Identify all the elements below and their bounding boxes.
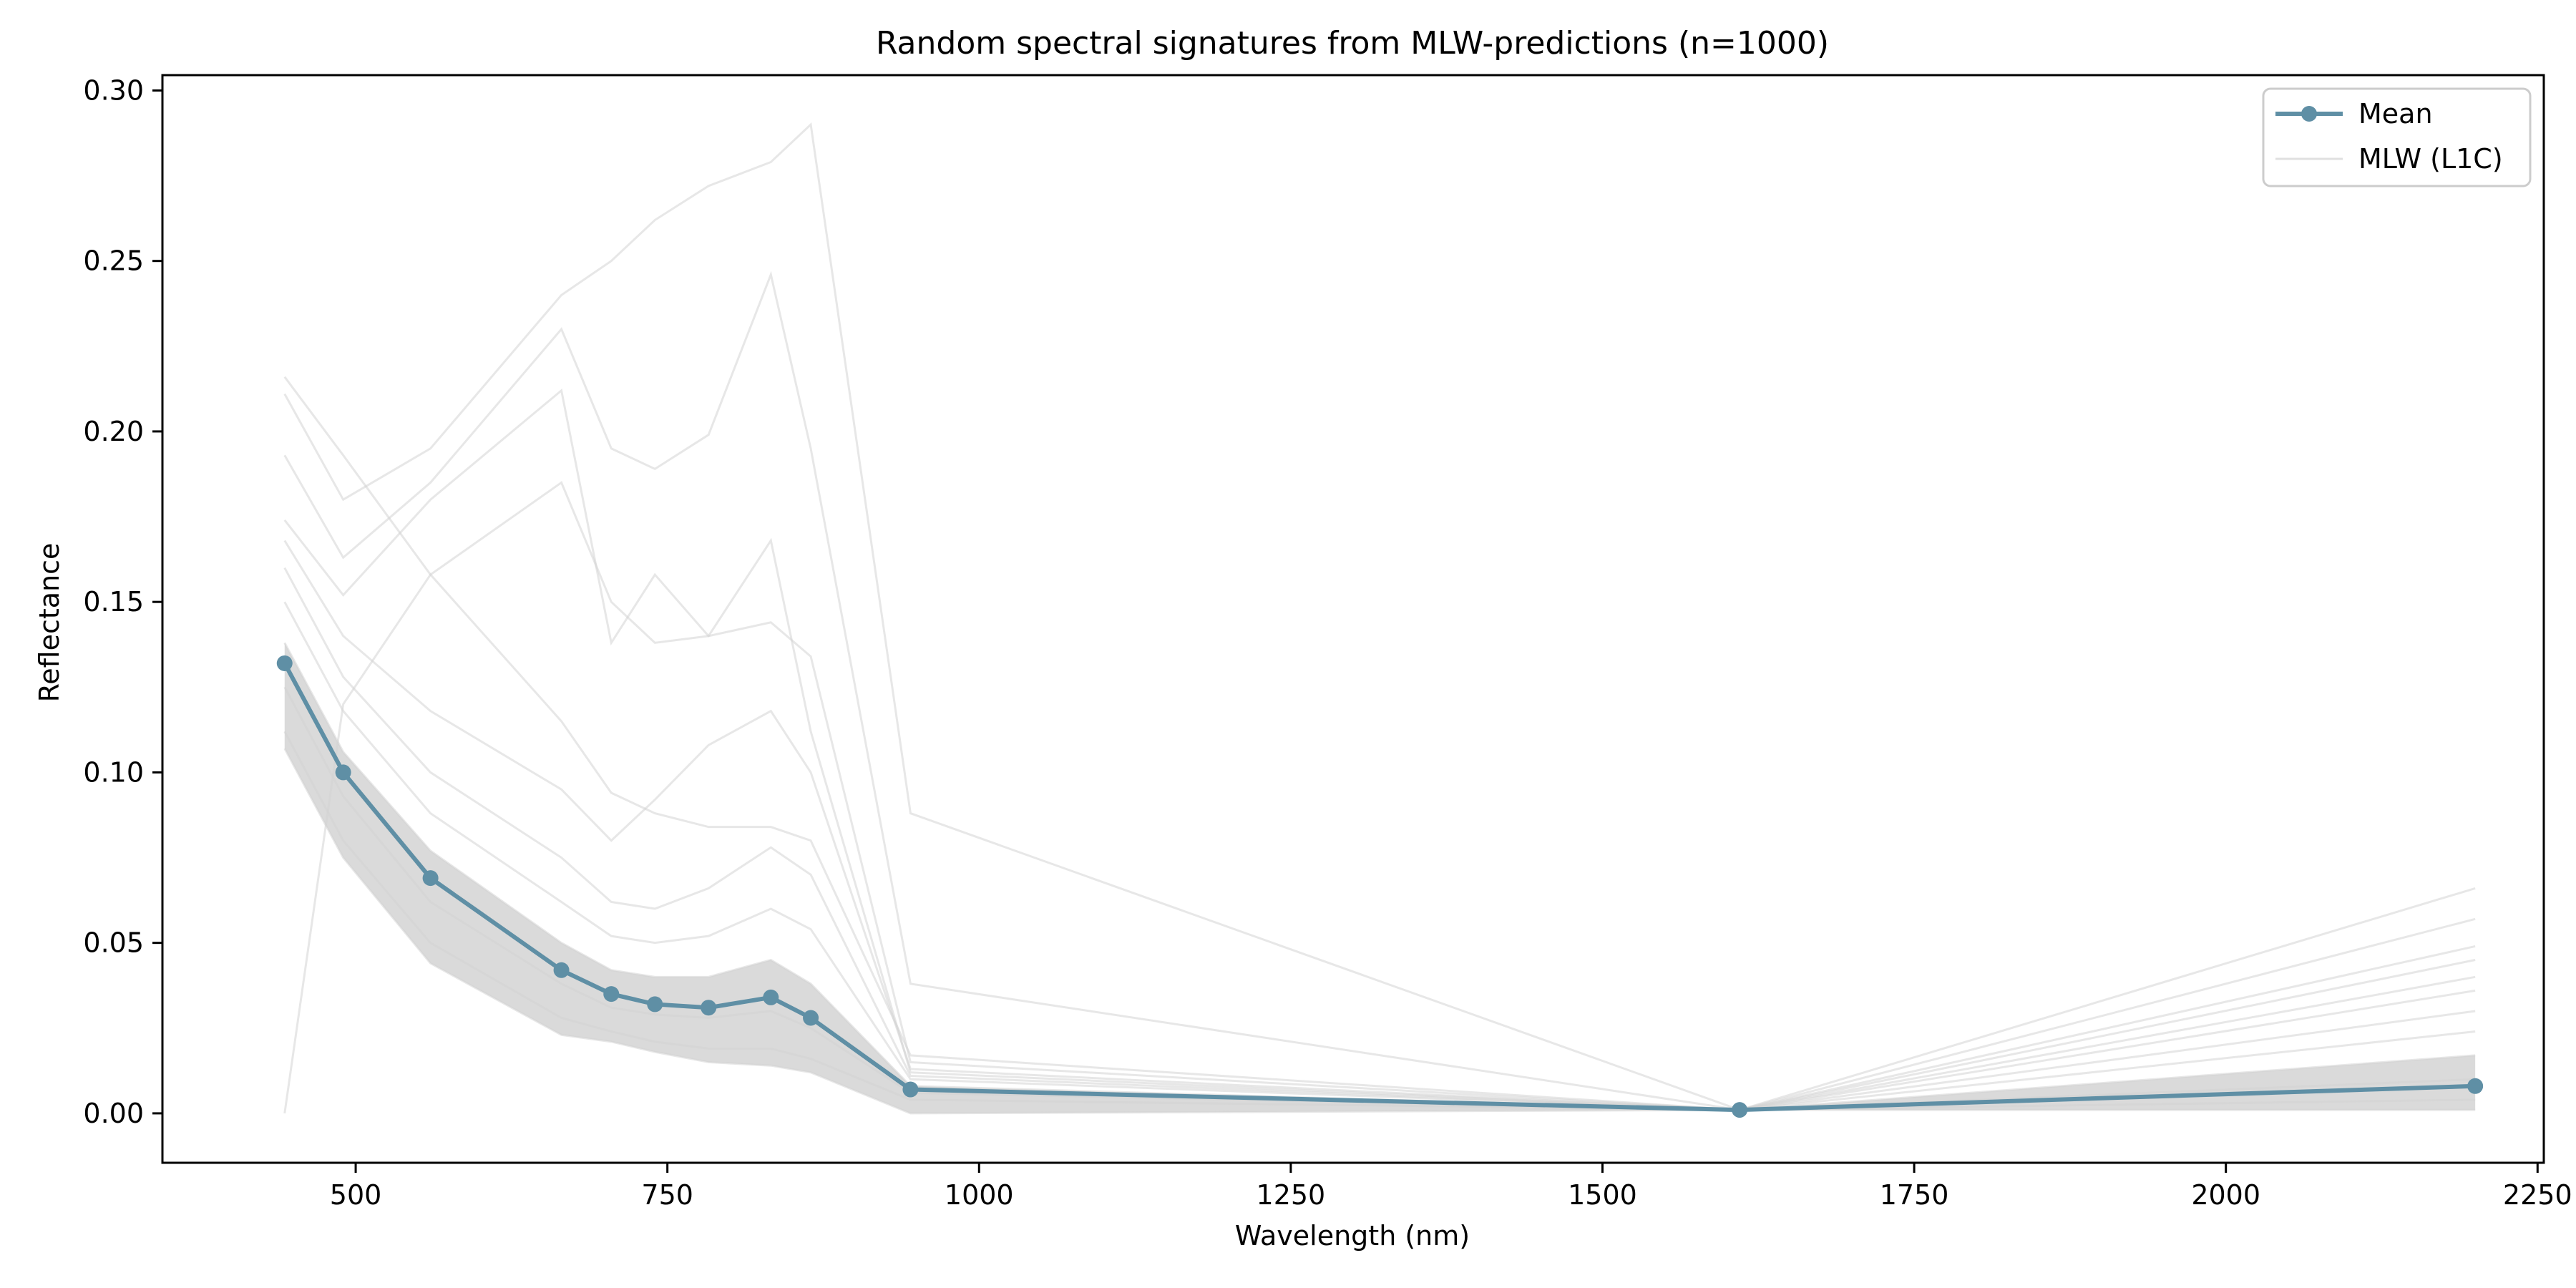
y-axis-label: Reflectance: [34, 543, 65, 703]
mean-point: [603, 986, 620, 1002]
legend: Mean MLW (L1C): [2262, 87, 2532, 187]
y-tick-label: 0.20: [83, 416, 144, 447]
x-tick-label: 2000: [2191, 1179, 2260, 1211]
y-tick-label: 0.25: [83, 245, 144, 277]
mean-point: [763, 989, 779, 1005]
y-tick-label: 0.00: [83, 1098, 144, 1129]
legend-mean-marker: [2301, 106, 2317, 122]
x-tick-label: 500: [330, 1179, 382, 1211]
mean-point: [335, 764, 351, 781]
mean-point: [2467, 1078, 2484, 1094]
sample-lines: [283, 122, 2476, 1115]
sample-line: [283, 388, 2476, 1111]
mean-series: [276, 655, 2484, 1118]
mean-point: [701, 1000, 717, 1016]
sample-line: [283, 481, 2476, 1114]
sample-line: [283, 748, 2476, 1115]
y-tick-label: 0.30: [83, 74, 144, 106]
y-tick-label: 0.05: [83, 927, 144, 959]
mean-point: [553, 962, 570, 978]
mean-point: [1732, 1102, 1748, 1118]
x-tick-label: 1500: [1568, 1179, 1637, 1211]
mean-point: [422, 870, 439, 887]
sample-line: [283, 642, 2476, 1111]
sample-line: [283, 731, 2476, 1111]
legend-mean-label: Mean: [2358, 98, 2433, 130]
x-tick-label: 2250: [2503, 1179, 2572, 1211]
x-tick-label: 1250: [1257, 1179, 1326, 1211]
mean-point: [803, 1010, 819, 1026]
sample-line: [283, 567, 2476, 1111]
mean-point: [902, 1081, 919, 1098]
mean-line: [283, 662, 2476, 1113]
sample-line: [283, 270, 2476, 1111]
plot-frame: [161, 74, 2545, 1164]
x-tick-label: 1000: [945, 1179, 1014, 1211]
sample-line: [283, 122, 2476, 1111]
x-tick-label: 1750: [1880, 1179, 1949, 1211]
chart-title: Random spectral signatures from MLW-pred…: [876, 25, 1829, 62]
y-axis-ticks: 0.00 0.05 0.10 0.15 0.20 0.25 0.30: [83, 74, 162, 1129]
mean-point: [647, 996, 663, 1013]
sample-line: [283, 601, 2476, 1111]
x-axis-label: Wavelength (nm): [1235, 1220, 1470, 1252]
x-axis-ticks: 500 750 1000 1250 1500 1750 2000 2250: [330, 1163, 2572, 1211]
y-tick-label: 0.10: [83, 756, 144, 788]
sample-line: [283, 540, 2476, 1111]
sample-line: [283, 376, 2476, 1111]
legend-samples-label: MLW (L1C): [2358, 143, 2503, 175]
mean-point: [276, 655, 293, 671]
y-tick-label: 0.15: [83, 586, 144, 618]
axes: [161, 74, 2545, 1164]
sample-line: [283, 686, 2476, 1111]
x-tick-label: 750: [641, 1179, 693, 1211]
